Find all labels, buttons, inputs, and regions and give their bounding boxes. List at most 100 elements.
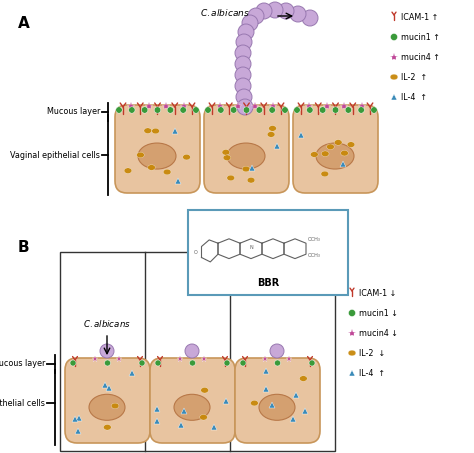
Circle shape — [230, 107, 237, 113]
Circle shape — [236, 89, 252, 105]
Text: Vaginal epithelial cells: Vaginal epithelial cells — [10, 150, 100, 159]
FancyBboxPatch shape — [150, 358, 235, 443]
Circle shape — [242, 15, 258, 31]
Circle shape — [256, 107, 263, 113]
Circle shape — [180, 107, 186, 113]
Circle shape — [128, 107, 135, 113]
Ellipse shape — [138, 143, 176, 169]
Ellipse shape — [267, 132, 275, 137]
Text: OCH₃: OCH₃ — [308, 237, 321, 242]
Ellipse shape — [152, 128, 159, 134]
Circle shape — [319, 107, 326, 113]
Ellipse shape — [111, 403, 119, 409]
Ellipse shape — [164, 169, 171, 175]
Circle shape — [237, 99, 253, 115]
FancyBboxPatch shape — [204, 105, 289, 193]
Text: IL-4  ↑: IL-4 ↑ — [359, 368, 385, 377]
Circle shape — [294, 107, 300, 113]
Circle shape — [307, 107, 313, 113]
Circle shape — [282, 107, 288, 113]
Ellipse shape — [124, 168, 132, 173]
Ellipse shape — [316, 143, 354, 169]
Text: IL-2  ↑: IL-2 ↑ — [401, 72, 427, 82]
FancyBboxPatch shape — [235, 358, 320, 443]
Text: IL-4  ↑: IL-4 ↑ — [401, 92, 427, 101]
Ellipse shape — [222, 149, 230, 155]
Text: $\it{C. albicans}$: $\it{C. albicans}$ — [200, 6, 250, 18]
Circle shape — [116, 107, 122, 113]
Ellipse shape — [144, 128, 152, 134]
Bar — [60, 252, 335, 451]
Text: N: N — [249, 245, 253, 250]
Ellipse shape — [174, 394, 210, 420]
Ellipse shape — [300, 376, 307, 381]
Circle shape — [205, 107, 211, 113]
Circle shape — [236, 34, 252, 50]
Ellipse shape — [242, 166, 250, 172]
FancyBboxPatch shape — [293, 105, 378, 193]
Circle shape — [100, 344, 114, 358]
Circle shape — [240, 360, 246, 366]
Ellipse shape — [147, 165, 155, 170]
Circle shape — [371, 107, 377, 113]
Text: mucin1 ↑: mucin1 ↑ — [401, 33, 440, 42]
Ellipse shape — [321, 171, 328, 177]
Ellipse shape — [327, 144, 334, 149]
Circle shape — [243, 107, 250, 113]
Circle shape — [185, 344, 199, 358]
Circle shape — [358, 107, 365, 113]
Circle shape — [278, 3, 294, 19]
Circle shape — [193, 107, 199, 113]
Text: mucin4 ↓: mucin4 ↓ — [359, 328, 398, 337]
Circle shape — [302, 10, 318, 26]
Ellipse shape — [103, 424, 111, 430]
Circle shape — [238, 24, 254, 40]
Ellipse shape — [390, 74, 398, 80]
Ellipse shape — [137, 152, 144, 158]
Ellipse shape — [200, 414, 207, 420]
Circle shape — [256, 3, 272, 19]
Text: Mucous layer: Mucous layer — [0, 360, 45, 368]
Ellipse shape — [227, 175, 235, 181]
Text: Vaginal epithelial cells: Vaginal epithelial cells — [0, 399, 45, 408]
Circle shape — [269, 107, 275, 113]
Circle shape — [235, 56, 251, 72]
Circle shape — [235, 45, 251, 61]
Circle shape — [248, 8, 264, 24]
Circle shape — [290, 6, 306, 22]
Text: mucin1 ↓: mucin1 ↓ — [359, 308, 398, 318]
Text: IL-2  ↓: IL-2 ↓ — [359, 348, 385, 357]
Ellipse shape — [251, 400, 258, 406]
Ellipse shape — [310, 152, 318, 157]
Circle shape — [391, 34, 398, 40]
Circle shape — [332, 107, 339, 113]
Ellipse shape — [269, 125, 276, 131]
Circle shape — [348, 309, 356, 317]
Ellipse shape — [321, 151, 329, 157]
Ellipse shape — [348, 350, 356, 356]
FancyBboxPatch shape — [65, 358, 150, 443]
Ellipse shape — [223, 155, 231, 160]
Ellipse shape — [334, 140, 342, 145]
Circle shape — [155, 107, 161, 113]
Circle shape — [235, 67, 251, 83]
Ellipse shape — [247, 178, 255, 183]
Text: ICAM-1 ↓: ICAM-1 ↓ — [359, 289, 396, 298]
Ellipse shape — [259, 394, 295, 420]
Text: mucin4 ↑: mucin4 ↑ — [401, 53, 440, 62]
Text: $\it{C. albicans}$: $\it{C. albicans}$ — [83, 318, 131, 329]
Ellipse shape — [182, 154, 191, 160]
Ellipse shape — [341, 150, 348, 156]
Circle shape — [267, 2, 283, 18]
Ellipse shape — [347, 142, 355, 147]
Text: ICAM-1 ↑: ICAM-1 ↑ — [401, 13, 438, 21]
Text: Mucous layer: Mucous layer — [46, 107, 100, 116]
Circle shape — [155, 360, 161, 366]
Circle shape — [139, 360, 145, 366]
Circle shape — [167, 107, 173, 113]
Circle shape — [70, 360, 76, 366]
Bar — [188, 210, 348, 295]
Circle shape — [274, 360, 281, 366]
Circle shape — [235, 78, 251, 94]
Text: O: O — [194, 250, 198, 255]
